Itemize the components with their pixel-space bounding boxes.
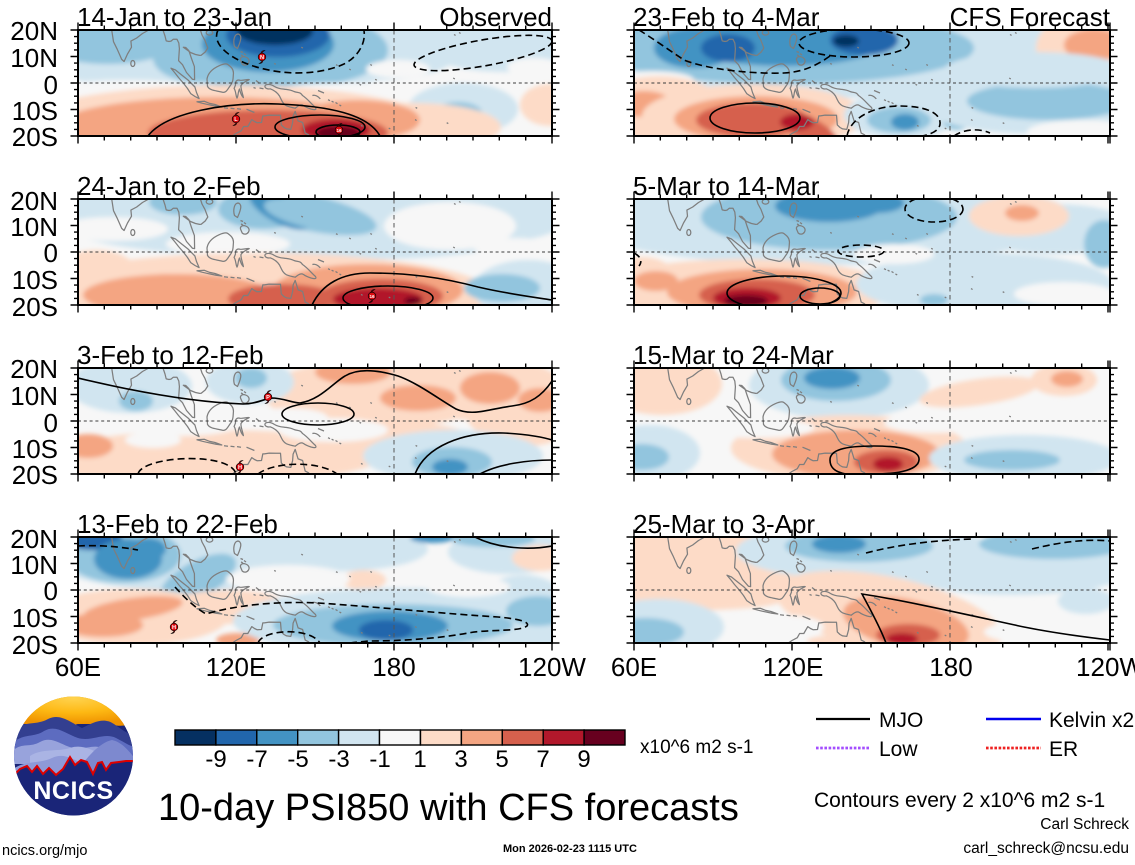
svg-text:10N: 10N <box>10 550 58 580</box>
svg-text:5-Mar to 14-Mar: 5-Mar to 14-Mar <box>633 171 820 201</box>
svg-text:CFS Forecast: CFS Forecast <box>950 2 1111 32</box>
svg-text:x10^6 m2 s-1: x10^6 m2 s-1 <box>640 737 753 758</box>
svg-text:1: 1 <box>413 746 426 773</box>
svg-text:0: 0 <box>44 576 58 606</box>
svg-text:16: 16 <box>369 294 375 299</box>
svg-text:120W: 120W <box>518 652 586 682</box>
svg-text:-7: -7 <box>246 746 267 773</box>
svg-text:10N: 10N <box>10 43 58 73</box>
svg-text:10-day PSI850 with CFS forecas: 10-day PSI850 with CFS forecasts <box>158 787 739 829</box>
svg-text:60E: 60E <box>55 652 101 682</box>
svg-text:23-Feb to 4-Mar: 23-Feb to 4-Mar <box>633 2 820 32</box>
svg-text:Low: Low <box>879 738 918 761</box>
svg-text:25-Mar to 3-Apr: 25-Mar to 3-Apr <box>633 509 815 539</box>
svg-text:10S: 10S <box>12 96 58 126</box>
svg-text:13-Feb to 22-Feb: 13-Feb to 22-Feb <box>77 509 278 539</box>
svg-text:-3: -3 <box>328 746 349 773</box>
svg-text:10N: 10N <box>10 381 58 411</box>
svg-text:10S: 10S <box>12 265 58 295</box>
svg-text:10S: 10S <box>12 434 58 464</box>
svg-text:Kelvin x2: Kelvin x2 <box>1049 709 1134 732</box>
svg-text:0: 0 <box>44 408 58 438</box>
svg-text:-5: -5 <box>287 746 308 773</box>
svg-text:10S: 10S <box>12 603 58 633</box>
svg-text:MJO: MJO <box>879 709 923 732</box>
svg-text:20N: 20N <box>10 186 58 216</box>
svg-text:15-Mar to 24-Mar: 15-Mar to 24-Mar <box>633 340 834 370</box>
svg-text:14-Jan to 23-Jan: 14-Jan to 23-Jan <box>77 2 272 32</box>
svg-text:24-Jan to 2-Feb: 24-Jan to 2-Feb <box>77 171 261 201</box>
svg-text:ncics.org/mjo: ncics.org/mjo <box>2 843 87 859</box>
svg-text:20S: 20S <box>12 122 58 152</box>
svg-text:120E: 120E <box>763 652 824 682</box>
svg-text:20N: 20N <box>10 16 58 46</box>
svg-text:20S: 20S <box>12 292 58 322</box>
svg-text:Carl Schreck: Carl Schreck <box>1040 816 1129 833</box>
svg-text:7: 7 <box>536 746 549 773</box>
svg-text:Contours every 2 x10^6 m2 s-1: Contours every 2 x10^6 m2 s-1 <box>814 789 1105 812</box>
svg-text:9: 9 <box>577 746 590 773</box>
svg-text:N: N <box>260 55 264 61</box>
svg-text:180: 180 <box>372 652 415 682</box>
svg-text:60E: 60E <box>611 652 657 682</box>
svg-text:H: H <box>238 465 242 471</box>
svg-text:Observed: Observed <box>439 2 552 32</box>
svg-text:5: 5 <box>495 746 508 773</box>
svg-text:3: 3 <box>454 746 467 773</box>
svg-text:ER: ER <box>1049 738 1078 761</box>
svg-text:3-Feb to 12-Feb: 3-Feb to 12-Feb <box>77 340 263 370</box>
svg-text:H: H <box>172 625 176 631</box>
svg-text:0: 0 <box>44 238 58 268</box>
svg-text:10N: 10N <box>10 212 58 242</box>
svg-text:20S: 20S <box>12 460 58 490</box>
svg-text:20N: 20N <box>10 354 58 384</box>
svg-text:NCICS: NCICS <box>33 777 113 805</box>
svg-text:20N: 20N <box>10 524 58 554</box>
svg-text:-9: -9 <box>205 746 226 773</box>
svg-text:L: L <box>234 117 238 123</box>
svg-text:120W: 120W <box>1076 652 1135 682</box>
svg-text:16: 16 <box>336 128 342 133</box>
svg-text:carl_schreck@ncsu.edu: carl_schreck@ncsu.edu <box>963 840 1129 857</box>
svg-text:20S: 20S <box>12 630 58 660</box>
svg-text:0: 0 <box>44 70 58 100</box>
svg-text:-1: -1 <box>369 746 390 773</box>
svg-text:180: 180 <box>929 652 972 682</box>
svg-text:Mon 2026-02-23 1115 UTC: Mon 2026-02-23 1115 UTC <box>503 843 637 855</box>
svg-text:P: P <box>266 395 270 401</box>
svg-text:120E: 120E <box>206 652 267 682</box>
